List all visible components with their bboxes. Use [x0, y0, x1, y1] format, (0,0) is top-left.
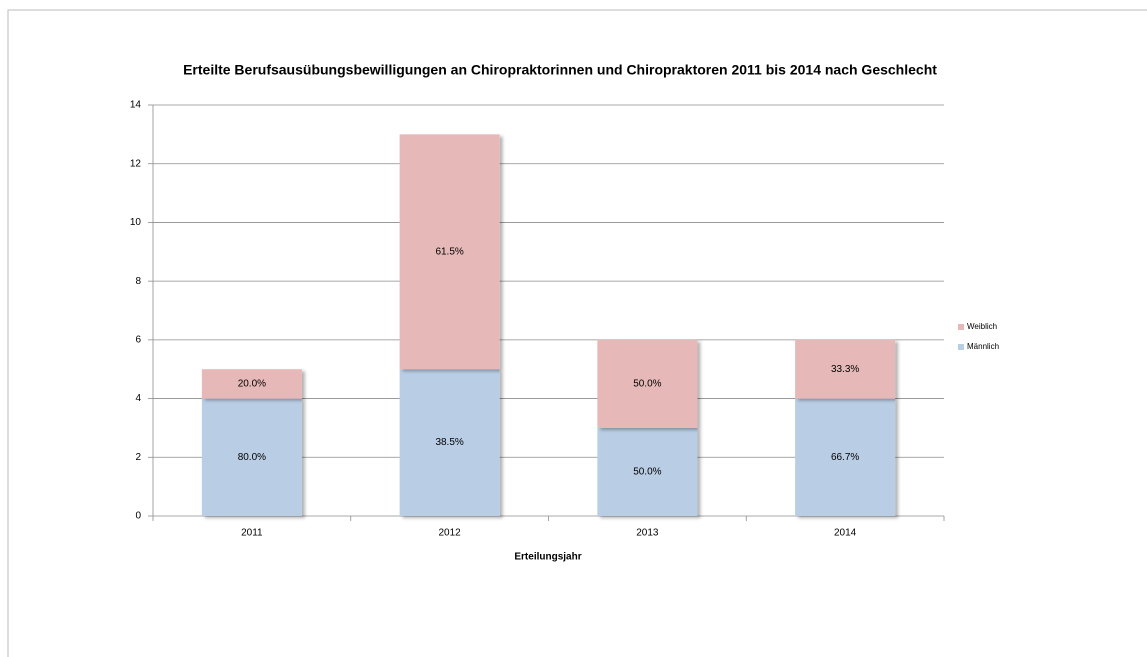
y-tick-label: 0 [135, 511, 141, 522]
bar-segment [795, 339, 896, 399]
data-label: 33.3% [831, 364, 859, 375]
bar-segment [597, 427, 698, 516]
data-label: 61.5% [435, 246, 463, 257]
data-label: 20.0% [238, 379, 266, 390]
legend-label: Weiblich [967, 322, 997, 331]
bar-segment [795, 398, 896, 516]
x-axis-label: Erteilungsjahr [514, 552, 581, 563]
data-label: 66.7% [831, 452, 859, 463]
data-label: 50.0% [633, 379, 661, 390]
y-tick-label: 4 [135, 393, 141, 404]
data-label: 80.0% [238, 452, 266, 463]
y-tick-label: 14 [130, 100, 142, 111]
y-tick-label: 2 [135, 452, 141, 463]
legend-swatch [958, 344, 964, 350]
y-tick-label: 6 [135, 334, 141, 345]
legend-label: Männlich [967, 342, 999, 351]
legend-swatch [958, 324, 964, 330]
x-tick-label: 2011 [241, 528, 263, 539]
bar-segment [399, 369, 500, 516]
y-tick-label: 8 [135, 276, 141, 287]
frame [7, 9, 1147, 657]
bar-segment [201, 398, 302, 516]
bar-segment [399, 134, 500, 370]
x-tick-label: 2012 [439, 528, 462, 539]
bar-segment [597, 339, 698, 428]
chart-title: Erteilte Berufsausübungsbewilligungen an… [183, 62, 937, 78]
bar-segment [201, 369, 302, 399]
y-tick-label: 10 [130, 217, 142, 228]
x-tick-label: 2013 [636, 528, 659, 539]
data-label: 50.0% [633, 467, 661, 478]
x-tick-label: 2014 [834, 528, 857, 539]
y-tick-label: 12 [130, 158, 142, 169]
data-label: 38.5% [435, 437, 463, 448]
